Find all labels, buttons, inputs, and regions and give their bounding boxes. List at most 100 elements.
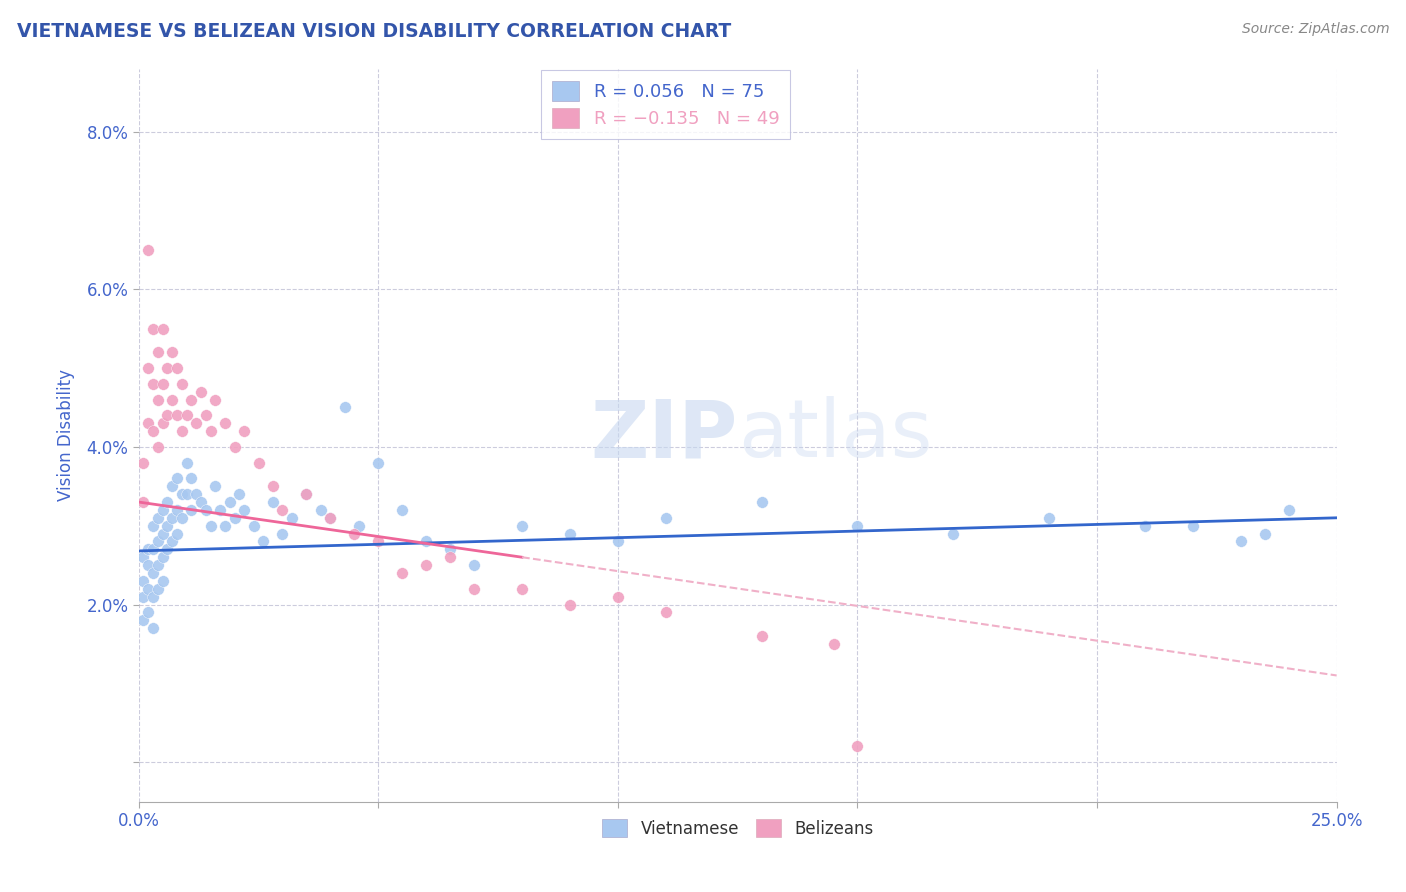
Point [170, 511, 193, 525]
Point [242, 518, 264, 533]
Point [136, 243, 159, 257]
Point [271, 503, 294, 517]
Point [152, 376, 174, 391]
Point [1278, 503, 1301, 517]
Point [136, 582, 159, 596]
Point [295, 487, 318, 501]
Point [252, 534, 274, 549]
Point [224, 511, 246, 525]
Point [224, 440, 246, 454]
Point [333, 401, 356, 415]
Text: atlas: atlas [738, 396, 932, 474]
Point [319, 511, 342, 525]
Point [142, 542, 165, 557]
Point [204, 392, 226, 407]
Point [233, 503, 256, 517]
Point [200, 424, 222, 438]
Point [186, 416, 208, 430]
Point [146, 440, 169, 454]
Point [200, 518, 222, 533]
Point [156, 495, 179, 509]
Point [152, 503, 174, 517]
Point [162, 479, 184, 493]
Text: VIETNAMESE VS BELIZEAN VISION DISABILITY CORRELATION CHART: VIETNAMESE VS BELIZEAN VISION DISABILITY… [17, 22, 731, 41]
Point [142, 376, 165, 391]
Point [262, 479, 284, 493]
Point [166, 361, 188, 376]
Point [136, 361, 159, 376]
Point [655, 511, 678, 525]
Point [152, 321, 174, 335]
Point [846, 518, 869, 533]
Point [152, 550, 174, 565]
Point [170, 376, 193, 391]
Point [558, 526, 581, 541]
Point [132, 550, 155, 565]
Point [190, 384, 212, 399]
Point [343, 526, 366, 541]
Point [152, 416, 174, 430]
Point [319, 511, 342, 525]
Point [146, 534, 169, 549]
Point [218, 495, 240, 509]
Point [156, 361, 179, 376]
Point [1254, 526, 1277, 541]
Point [132, 495, 155, 509]
Point [132, 590, 155, 604]
Point [347, 518, 370, 533]
Point [170, 424, 193, 438]
Text: ZIP: ZIP [591, 396, 738, 474]
Point [209, 503, 232, 517]
Point [415, 558, 437, 573]
Point [204, 479, 226, 493]
Point [142, 424, 165, 438]
Point [233, 424, 256, 438]
Point [655, 606, 678, 620]
Point [367, 456, 389, 470]
Point [214, 518, 236, 533]
Point [156, 518, 179, 533]
Point [146, 582, 169, 596]
Point [439, 550, 461, 565]
Point [463, 558, 485, 573]
Point [190, 495, 212, 509]
Point [186, 487, 208, 501]
Point [262, 495, 284, 509]
Point [180, 471, 202, 485]
Point [247, 456, 270, 470]
Point [132, 613, 155, 627]
Point [823, 637, 845, 651]
Point [180, 392, 202, 407]
Point [391, 566, 413, 580]
Point [271, 526, 294, 541]
Point [162, 534, 184, 549]
Point [510, 518, 533, 533]
Point [1181, 518, 1204, 533]
Point [194, 409, 217, 423]
Point [942, 526, 965, 541]
Point [132, 574, 155, 588]
Point [136, 558, 159, 573]
Point [136, 416, 159, 430]
Point [439, 542, 461, 557]
Point [166, 503, 188, 517]
Point [142, 590, 165, 604]
Point [166, 471, 188, 485]
Point [214, 416, 236, 430]
Point [1133, 518, 1156, 533]
Point [180, 503, 202, 517]
Point [751, 629, 773, 643]
Text: Source: ZipAtlas.com: Source: ZipAtlas.com [1241, 22, 1389, 37]
Point [132, 456, 155, 470]
Point [367, 534, 389, 549]
Point [295, 487, 318, 501]
Point [152, 574, 174, 588]
Point [228, 487, 250, 501]
Point [156, 542, 179, 557]
Legend: Vietnamese, Belizeans: Vietnamese, Belizeans [596, 813, 880, 845]
Point [751, 495, 773, 509]
Point [463, 582, 485, 596]
Point [1038, 511, 1060, 525]
Point [166, 409, 188, 423]
Point [558, 598, 581, 612]
